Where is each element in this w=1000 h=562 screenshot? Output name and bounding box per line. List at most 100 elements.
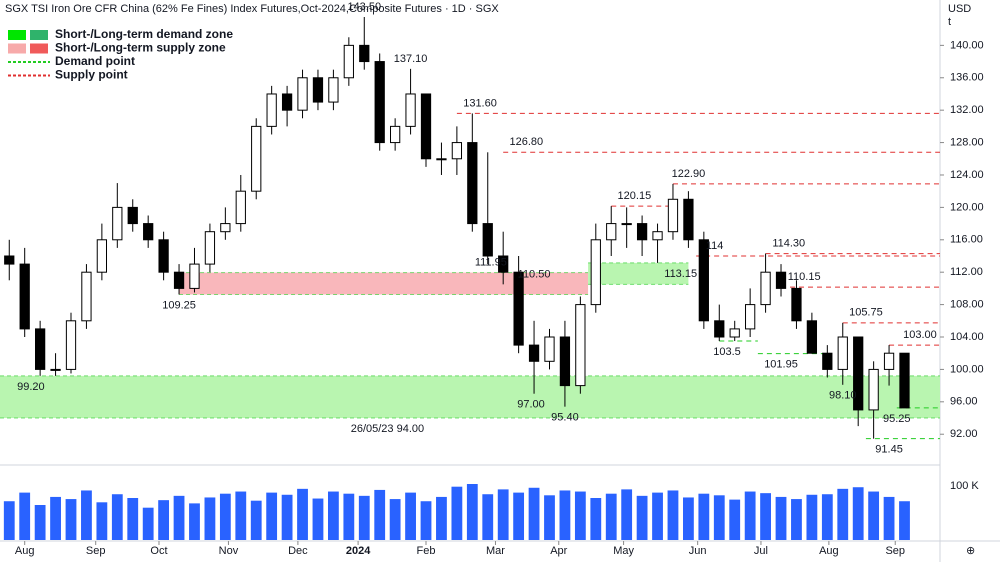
volume-bar (50, 496, 61, 540)
legend-swatch (8, 30, 26, 40)
annotation: 103.5 (713, 346, 741, 358)
candle-body (390, 125, 401, 144)
plot: 143.50 137.10 131.60 126.80 122.90 120.15 114 1… (0, 1, 940, 540)
volume-bar (852, 487, 864, 540)
candle-body (297, 77, 308, 111)
candle-body (528, 344, 540, 362)
annotation: 114.30 (772, 237, 805, 249)
annotation: 26/05/23 94.00 (351, 423, 424, 435)
volume-bar (34, 505, 46, 540)
candle-body (50, 368, 61, 371)
volume-bar (605, 493, 617, 540)
y-tick-label: 96.00 (950, 396, 978, 408)
y-tick-label: 100.00 (950, 363, 984, 375)
annotation: 109.25 (162, 299, 196, 311)
annotation: 91.45 (875, 444, 903, 456)
volume-bar (559, 490, 571, 540)
candle-body (544, 336, 555, 362)
candle-body (621, 223, 632, 226)
volume-bar (266, 492, 278, 540)
x-tick-label: Jul (754, 545, 768, 557)
candle-body (482, 223, 493, 257)
annotation: 95.40 (551, 412, 579, 424)
currency: USD (948, 3, 971, 15)
legend-swatch (8, 43, 26, 54)
volume-bar (3, 501, 15, 540)
x-tick-label: Mar (486, 545, 505, 557)
y-tick-label: 140.00 (950, 39, 984, 51)
volume-bar (744, 491, 756, 540)
volume-bar (312, 498, 324, 540)
volume-bar (451, 486, 463, 540)
volume-bar (590, 498, 602, 540)
candle-body (683, 198, 694, 241)
candle-body (359, 44, 370, 63)
x-tick-label: Aug (819, 545, 839, 557)
candle-body (837, 336, 848, 370)
x-tick-label: Jun (689, 545, 707, 557)
candle-body (65, 320, 77, 370)
y-tick-label: 92.00 (950, 428, 978, 440)
volume-bar (837, 488, 849, 540)
volume-bar (821, 494, 833, 540)
annotation: 113.15 (664, 268, 697, 280)
volume-bar (374, 489, 386, 540)
candle-body (266, 93, 277, 127)
annotation: 103.00 (903, 329, 937, 341)
annotation: 111.95 (475, 257, 507, 269)
volume-bar (235, 491, 247, 540)
volume-bar (667, 490, 679, 540)
annotation: 101.95 (764, 359, 798, 371)
volume-bar (297, 488, 308, 540)
volume-bar (204, 497, 216, 540)
x-tick-label: Aug (15, 545, 35, 557)
candle-body (96, 239, 108, 273)
volume-bar (173, 495, 185, 540)
annotation: 143.50 (347, 1, 381, 13)
candle-body (127, 206, 138, 225)
zone (0, 375, 940, 419)
x-tick-label: May (613, 545, 634, 557)
legend-swatch (30, 43, 48, 54)
candle-body (328, 77, 339, 103)
settings-icon[interactable]: ⊕ (966, 545, 975, 557)
x-tick-label: Sep (885, 545, 905, 557)
candle-body (868, 368, 879, 411)
candle-body (745, 304, 756, 330)
volume-bar (96, 502, 108, 540)
volume-bar (189, 503, 200, 540)
candle-body (559, 336, 571, 387)
y-tick-label: 136.00 (950, 72, 984, 84)
annotation: 99.20 (17, 381, 45, 393)
candle-body (143, 223, 154, 241)
legend-label: / (90, 41, 94, 55)
candle-body (405, 93, 416, 127)
candle-body (883, 352, 895, 370)
volume-bar (158, 500, 170, 540)
volume-bar (760, 493, 771, 540)
annotation: 95.25 (883, 413, 911, 425)
annotation: 126.80 (510, 136, 544, 148)
y-tick-label: 120.00 (950, 201, 984, 213)
x-tick-label: 2024 (346, 545, 371, 557)
candle-body (606, 223, 617, 241)
legend-label: / (90, 27, 94, 41)
y-tick-label: 132.00 (950, 104, 984, 116)
volume-bar (81, 490, 92, 540)
volume-bar (389, 499, 401, 540)
annotation: 97.00 (517, 399, 545, 411)
volume-bar (436, 496, 447, 540)
volume-bar (528, 487, 540, 540)
candle-body (652, 231, 663, 241)
candle-body (173, 271, 185, 289)
candle-body (498, 255, 509, 273)
annotation: 137.10 (394, 53, 428, 65)
legend-label: Long- (94, 41, 127, 55)
candle-body (4, 255, 15, 265)
candle-body (35, 328, 46, 370)
volume-bar (142, 507, 154, 540)
annotation: 114 (706, 240, 724, 252)
candle-body (714, 320, 725, 338)
candle-body (760, 271, 771, 306)
zone (588, 262, 689, 285)
